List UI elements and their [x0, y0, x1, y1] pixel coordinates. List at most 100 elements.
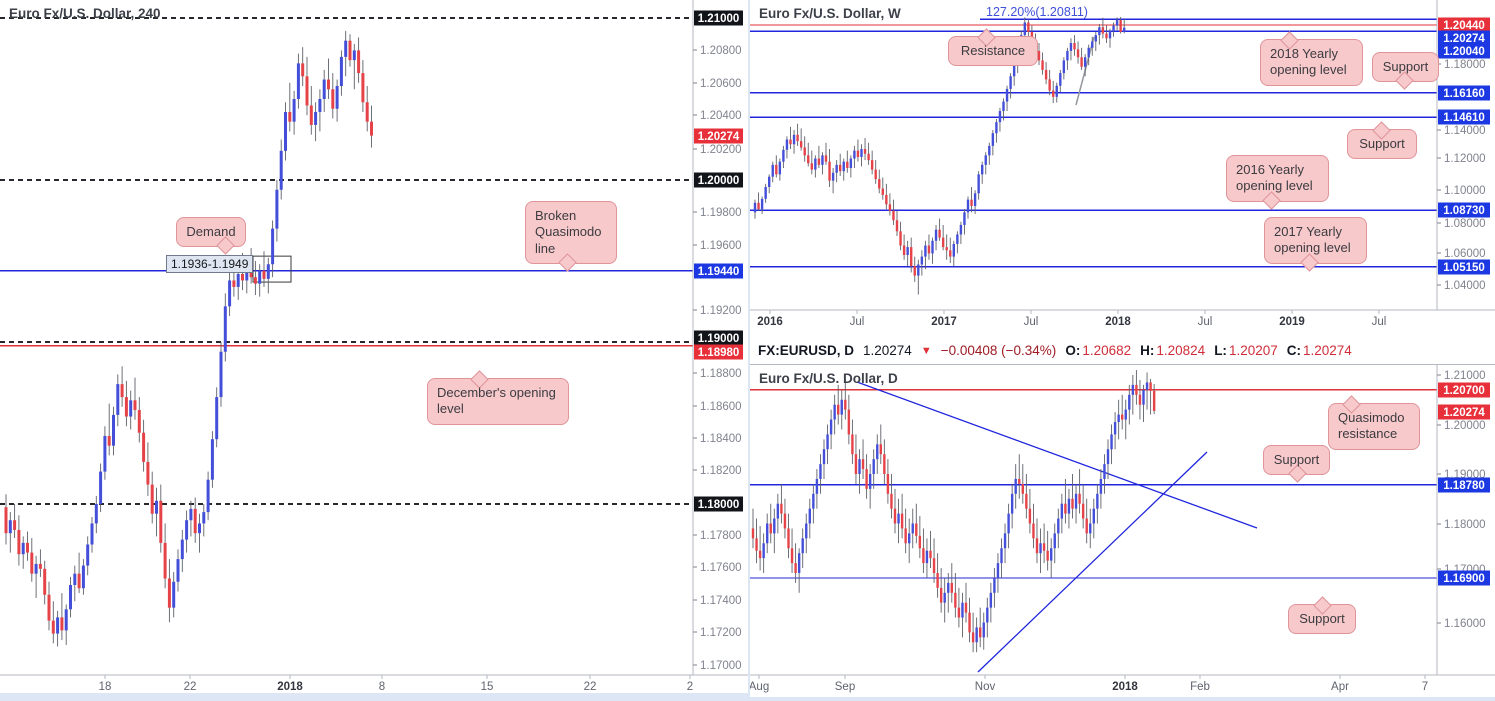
close-label: C: [1286, 343, 1301, 358]
support-16160-bubble[interactable]: Support [1372, 52, 1439, 90]
close-field: C: 1.20274 [1287, 343, 1352, 358]
price-level-chip-label: 1.20000 [698, 175, 740, 187]
time-tick-label: 2019 [1279, 316, 1305, 328]
time-tick-label: 15 [481, 681, 494, 693]
time-tick-label: 7 [1422, 681, 1428, 693]
time-tick-label: Sep [835, 681, 855, 693]
price-level-chip [1438, 202, 1490, 218]
price-tick-label: 1.17000 [700, 660, 742, 672]
support-18780-bubble[interactable]: Support [1263, 445, 1330, 483]
time-tick-label: 8 [379, 681, 385, 693]
time-tick-label: 2018 [1112, 681, 1138, 693]
time-tick-label: 2 [687, 681, 693, 693]
december-opening-bubble[interactable]: December's opening level [427, 370, 569, 425]
price-tick-label: 1.17400 [700, 595, 742, 607]
time-tick-label: 18 [99, 681, 112, 693]
chart-pane-weekly[interactable]: 1.20440 1.20274 1.20040 1.18000 1.16160 1.146… [750, 0, 1495, 337]
support-14610-bubble[interactable]: Support [1347, 121, 1417, 160]
price-level-chip-label: 1.14610 [1443, 112, 1485, 124]
demand-zone-tag[interactable]: 1.1936-1.1949 [166, 255, 254, 273]
price-level-chip-label: 1.08730 [1443, 205, 1485, 217]
price-level-chip-label: 1.16900 [1443, 573, 1485, 585]
price-level-chip [1438, 477, 1490, 493]
price-level-chip-label: 1.18980 [698, 347, 740, 359]
candlestick-series [751, 370, 1156, 653]
yearly-2016-bubble[interactable]: 2016 Yearly opening level [1226, 155, 1329, 210]
price-level-chip [694, 344, 743, 360]
price-tick-label: 1.18600 [700, 401, 742, 413]
price-tick-label: 1.18000 [1444, 519, 1486, 531]
price-tick-label: 1.20200 [700, 144, 742, 156]
price-level-chip-label: 1.20440 [1443, 20, 1485, 32]
price-tick-label: 1.06000 [1444, 248, 1486, 260]
price-tick-label: 1.19800 [700, 207, 742, 219]
fib-extension-label[interactable]: 127.20%(1.20811) [986, 5, 1088, 19]
price-level-chip [694, 496, 743, 512]
price-tick-label: 1.18400 [700, 433, 742, 445]
chart-pane-daily[interactable]: 1.21000 1.20700 1.20274 1.20000 1.19000 1.187… [750, 365, 1495, 697]
price-tick-label: 1.20600 [700, 78, 742, 90]
yearly-2018-bubble[interactable]: 2018 Yearly opening level [1260, 31, 1363, 86]
low-label: L: [1214, 343, 1227, 358]
price-level-chip [1438, 570, 1490, 586]
price-level-chip-label: 1.18780 [1443, 480, 1485, 492]
open-value: 1.20682 [1082, 343, 1132, 358]
eurusd-daily-chart-canvas[interactable]: 1.210001.207001.202741.200001.190001.187… [750, 365, 1495, 697]
symbol-name: FX:EURUSD, D [758, 343, 855, 358]
time-tick-label: 2016 [757, 316, 783, 328]
price-level-chip-label: 1.19000 [698, 333, 740, 345]
price-tick-label: 1.04000 [1444, 280, 1486, 292]
demand-bubble[interactable]: Demand [176, 217, 246, 255]
symbol-info-bar: FX:EURUSD, D 1.20274 ▼ −0.00408 (−0.34%)… [750, 337, 1495, 365]
time-tick-label: 2018 [1105, 316, 1131, 328]
time-tick-label: Jul [1198, 316, 1213, 328]
price-down-arrow-icon: ▼ [920, 344, 932, 357]
yearly-2017-bubble[interactable]: 2017 Yearly opening level [1264, 217, 1367, 272]
blue-trendline[interactable] [856, 381, 1258, 529]
broken-quasimodo-bubble[interactable]: Broken Quasimodo line [525, 201, 617, 272]
price-level-chip-label: 1.18000 [698, 499, 740, 511]
chart-title: Euro Fx/U.S. Dollar, D [759, 371, 898, 386]
blue-trendline[interactable] [977, 451, 1208, 673]
price-level-chip [694, 330, 743, 346]
price-level-chip-label: 1.19440 [698, 266, 740, 278]
candlestick-series [4, 30, 373, 647]
price-level-chip-label: 1.20274 [698, 131, 740, 143]
price-level-chip [694, 10, 743, 26]
price-level-chip-label: 1.05150 [1443, 262, 1485, 274]
chart-pane-4h[interactable]: 1.21000 1.20800 1.20600 1.20400 1.20274 1.202… [0, 0, 748, 693]
time-tick-label: Apr [1331, 681, 1349, 693]
price-level-chip [694, 172, 743, 188]
quasimodo-resistance-bubble[interactable]: Quasimodo resistance [1328, 395, 1420, 450]
price-tick-label: 1.14000 [1444, 125, 1486, 137]
high-field: H: 1.20824 [1140, 343, 1205, 358]
candlestick-series [753, 16, 1126, 295]
price-level-chip [1438, 259, 1490, 275]
price-level-chip [694, 128, 743, 144]
price-tick-label: 1.18200 [700, 465, 742, 477]
support-16900-bubble[interactable]: Support [1288, 596, 1356, 635]
price-tick-label: 1.19600 [700, 240, 742, 252]
price-tick-label: 1.08000 [1444, 218, 1486, 230]
price-level-chip [1438, 404, 1490, 420]
close-value: 1.20274 [1303, 343, 1352, 358]
price-tick-label: 1.20000 [1444, 420, 1486, 432]
time-tick-label: 22 [184, 681, 197, 693]
price-tick-label: 1.18800 [700, 368, 742, 380]
low-value: 1.20207 [1228, 343, 1278, 358]
price-level-chip-label: 1.20274 [1443, 407, 1485, 419]
price-tick-label: 1.20400 [700, 110, 742, 122]
last-price: 1.20274 [863, 343, 912, 358]
high-value: 1.20824 [1156, 343, 1206, 358]
time-tick-label: Jul [850, 316, 865, 328]
price-level-chip-label: 1.20274 [1443, 33, 1485, 45]
price-level-chip [1438, 17, 1490, 33]
eurusd-4h-chart-canvas[interactable]: 1.21000 1.20800 1.20600 1.20400 1.202741.202… [0, 0, 748, 693]
price-level-chip [1438, 382, 1490, 398]
price-tick-label: 1.18000 [1444, 59, 1486, 71]
time-tick-label: 22 [584, 681, 597, 693]
price-tick-label: 1.10000 [1444, 185, 1486, 197]
resistance-bubble[interactable]: Resistance [948, 28, 1038, 67]
